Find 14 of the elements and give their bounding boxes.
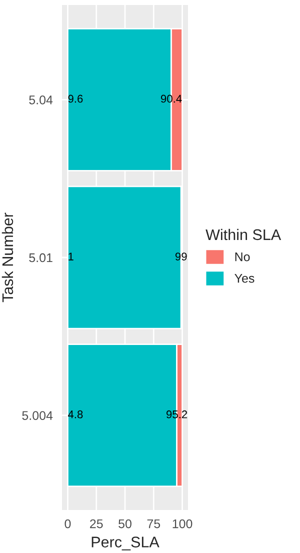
x-tick-label: 75 bbox=[147, 519, 160, 528]
legend-label: No bbox=[235, 252, 250, 262]
x-tick-label: 50 bbox=[118, 519, 132, 528]
annotation: 1 bbox=[68, 252, 74, 260]
y-tick-label: 5.004 bbox=[22, 411, 53, 420]
x-axis-title: Perc_SLA bbox=[92, 536, 160, 550]
x-tick-label: 100 bbox=[172, 519, 192, 528]
y-tick-label: 5.04 bbox=[29, 95, 53, 104]
y-tick-label: 5.01 bbox=[29, 253, 52, 262]
legend-label: Yes bbox=[234, 274, 254, 283]
y-axis-title: Task Number bbox=[2, 212, 14, 302]
x-tick-label: 25 bbox=[90, 519, 103, 528]
legend-title: Within SLA bbox=[206, 228, 282, 240]
x-tick-label: 0 bbox=[64, 519, 71, 528]
